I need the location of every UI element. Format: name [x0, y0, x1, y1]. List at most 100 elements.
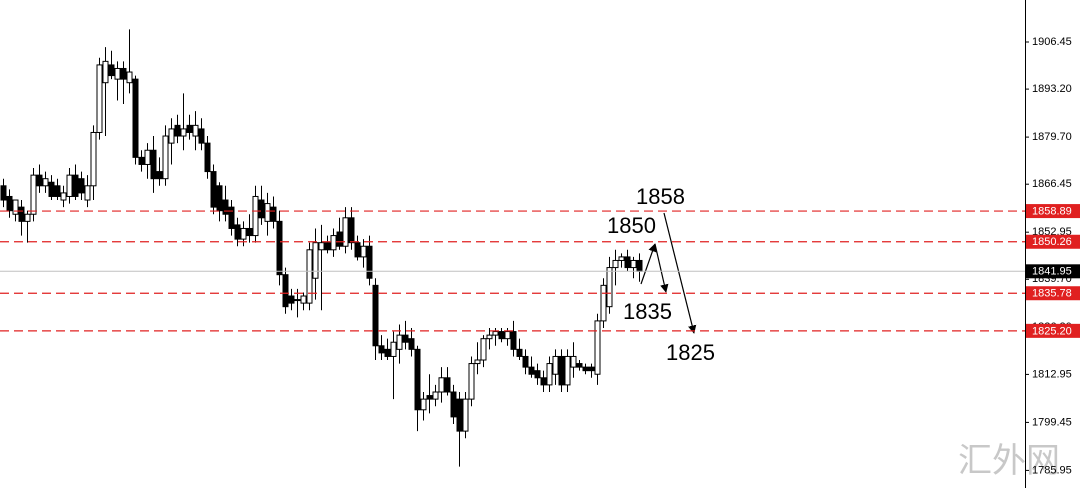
candle-body [162, 135, 169, 180]
plot [0, 29, 643, 467]
y-tick-label: 1866.45 [1032, 178, 1072, 190]
candle-body [510, 331, 517, 350]
candle-body [408, 338, 415, 350]
candle-body [312, 242, 319, 279]
candle-body [528, 366, 535, 375]
candle-body [540, 377, 547, 386]
candle-body [414, 348, 421, 411]
watermark: 汇外网 [958, 441, 1060, 481]
candle-body [378, 345, 385, 354]
candle-body [600, 284, 607, 322]
candle-body [234, 224, 241, 240]
candle-body [54, 185, 61, 197]
candle-body [552, 355, 559, 375]
candle-body [588, 366, 595, 372]
y-tick-label: 1799.45 [1032, 416, 1072, 428]
candle-body [0, 185, 7, 201]
candle-body [210, 171, 217, 208]
candle-body [228, 206, 235, 229]
candle-body [438, 377, 445, 393]
candle-body [402, 334, 409, 343]
candle-body [258, 199, 265, 219]
level-tag [1026, 204, 1080, 219]
candle-body [108, 64, 115, 77]
annotation: 1825 [666, 340, 715, 365]
candle-body [204, 142, 211, 173]
candle-body [66, 174, 73, 197]
candle-body [198, 128, 205, 144]
candle-body [294, 299, 301, 302]
y-tick-label: 1785.95 [1032, 464, 1072, 476]
arrow [654, 243, 669, 293]
candle-body [180, 128, 187, 137]
candle-body [348, 217, 355, 244]
annotation: 1850 [607, 213, 656, 238]
candle-body [300, 295, 307, 304]
candle-body [396, 334, 403, 350]
candle-body [330, 235, 337, 251]
candle-body [582, 366, 589, 372]
candle-body [126, 71, 133, 84]
level-label: 1835.78 [1032, 288, 1072, 300]
candle-body [558, 355, 565, 386]
candle-body [90, 131, 97, 187]
candle-body [516, 348, 523, 357]
current-price-label: 1841.95 [1032, 266, 1072, 278]
candle-body [450, 391, 457, 418]
candle-body [576, 363, 583, 368]
y-tick-label: 1879.70 [1032, 131, 1072, 143]
candle-body [264, 203, 271, 222]
candle-body [288, 295, 295, 304]
candle-body [342, 217, 349, 247]
candle-body [138, 156, 145, 165]
y-tick-label: 1906.45 [1032, 36, 1072, 48]
candle-body [474, 359, 481, 365]
candle-body [570, 355, 577, 368]
level-label: 1858.89 [1032, 205, 1072, 217]
candle-body [102, 60, 109, 84]
candle-body [504, 331, 511, 340]
annotation: 1858 [636, 184, 685, 209]
candle-body [12, 199, 19, 215]
candle-body [432, 391, 439, 400]
candle-body [6, 195, 13, 212]
candle-body [480, 338, 487, 361]
level-tag [1026, 286, 1080, 301]
candle-body [144, 149, 151, 165]
candle-body [48, 181, 55, 197]
candle-body [486, 334, 493, 340]
y-tick-label: 1812.95 [1032, 368, 1072, 380]
candle-body [336, 231, 343, 247]
candle-body [492, 331, 499, 336]
candle-body [366, 245, 373, 279]
candle-body [618, 256, 625, 261]
candle-body [36, 174, 43, 187]
candle-body [420, 398, 427, 411]
candle-body [324, 242, 331, 251]
candle-body [222, 199, 229, 215]
candle-body [462, 398, 469, 432]
candle-body [252, 195, 259, 237]
level-tag [1026, 323, 1080, 338]
level-label: 1825.20 [1032, 325, 1072, 337]
candle-body [318, 242, 325, 251]
arrow [640, 243, 657, 285]
level-label: 1850.26 [1032, 236, 1072, 248]
candle-body [360, 245, 367, 258]
candle-body [534, 370, 541, 379]
candle-body [306, 249, 313, 304]
candle-body [276, 220, 283, 276]
candle-body [456, 398, 463, 432]
candle-body [174, 124, 181, 137]
level-tag [1026, 234, 1080, 249]
candle-body [246, 227, 253, 237]
candle-body [132, 78, 139, 158]
arrows [640, 212, 697, 334]
candle-body [594, 320, 601, 375]
candle-body [18, 206, 25, 222]
candle-body [354, 242, 361, 258]
candle-body [468, 363, 475, 400]
candle-body [606, 267, 613, 308]
y-tick-label: 1893.20 [1032, 83, 1072, 95]
